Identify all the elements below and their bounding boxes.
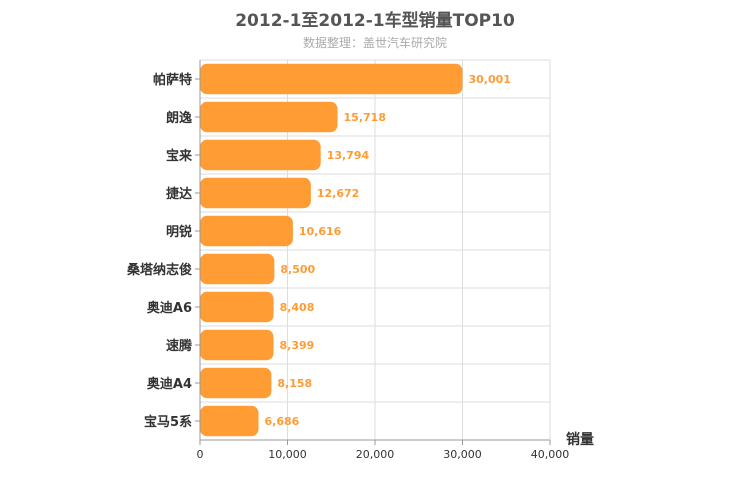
chart-subtitle: 数据整理：盖世汽车研究院	[302, 36, 447, 50]
axes: 0 10,000 20,000 30,000 40,000 帕萨特朗逸宝来捷达明锐桑塔纳志…	[126, 60, 569, 461]
bar	[200, 329, 274, 361]
bar	[200, 63, 463, 95]
category-label: 朗逸	[166, 110, 192, 126]
category-label: 宝马5系	[144, 414, 192, 430]
category-label: 宝来	[166, 148, 193, 164]
category-label: 帕萨特	[153, 72, 192, 88]
data-label: 8,500	[280, 263, 315, 276]
data-label: 8,158	[277, 377, 312, 390]
x-tick-label: 10,000	[268, 448, 307, 461]
data-label: 8,408	[280, 301, 315, 314]
x-tick-label: 20,000	[356, 448, 395, 461]
category-label: 奥迪A6	[147, 300, 192, 316]
bar	[200, 215, 293, 247]
bar	[200, 405, 259, 437]
bar	[200, 139, 321, 171]
data-label: 13,794	[327, 149, 370, 162]
bar	[200, 367, 272, 399]
data-label: 6,686	[265, 415, 300, 428]
data-label: 8,399	[279, 339, 314, 352]
x-tick-label: 0	[197, 448, 204, 461]
data-label: 30,001	[469, 73, 511, 86]
category-label: 明锐	[166, 224, 192, 240]
bar	[200, 253, 275, 285]
data-label: 15,718	[344, 111, 386, 124]
data-label: 10,616	[299, 225, 342, 238]
category-label: 桑塔纳志俊	[126, 262, 192, 278]
x-axis-title: 销量	[566, 431, 594, 448]
category-label: 捷达	[166, 186, 192, 202]
category-label: 速腾	[166, 338, 193, 354]
bar	[200, 177, 311, 209]
x-tick-label: 40,000	[531, 448, 570, 461]
bar-series: 30,001 15,718 13,794 12,672 10,616 8,500 8,408…	[200, 63, 511, 437]
category-label: 奥迪A4	[147, 376, 192, 392]
bar	[200, 101, 338, 133]
x-tick-label: 30,000	[443, 448, 482, 461]
bar	[200, 291, 274, 323]
chart-title: 2012-1至2012-1车型销量TOP10	[235, 11, 515, 31]
data-label: 12,672	[317, 187, 359, 200]
